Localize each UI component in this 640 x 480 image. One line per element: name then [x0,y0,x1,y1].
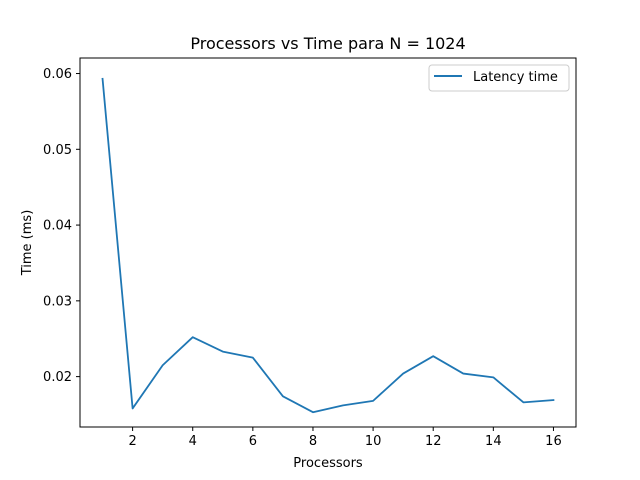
y-tick-label: 0.04 [43,219,72,234]
y-axis: 0.02 0.03 0.04 0.05 0.06 [43,67,80,385]
x-axis: 2 4 6 8 10 12 14 16 [128,427,562,449]
y-tick-label: 0.05 [43,143,72,158]
y-tick-label: 0.06 [43,67,72,82]
x-tick-label: 10 [365,434,382,449]
axes-frame [79,57,577,428]
x-tick-label: 14 [485,434,502,449]
legend-label: Latency time [473,70,558,85]
legend-frame [428,64,570,92]
series-line-latency-time [101,77,555,414]
chart-title: Processors vs Time para N = 1024 [190,34,465,53]
legend: Latency time [428,64,570,92]
y-tick-label: 0.03 [43,294,72,309]
plot-area [101,77,555,414]
x-tick-label: 16 [545,434,562,449]
x-tick-label: 8 [309,434,317,449]
x-tick-label: 12 [425,434,442,449]
y-tick-label: 0.02 [43,370,72,385]
x-tick-label: 4 [189,434,197,449]
y-axis-label: Time (ms) [20,210,35,277]
x-tick-label: 6 [249,434,257,449]
x-axis-label: Processors [293,456,363,471]
x-tick-label: 2 [128,434,136,449]
